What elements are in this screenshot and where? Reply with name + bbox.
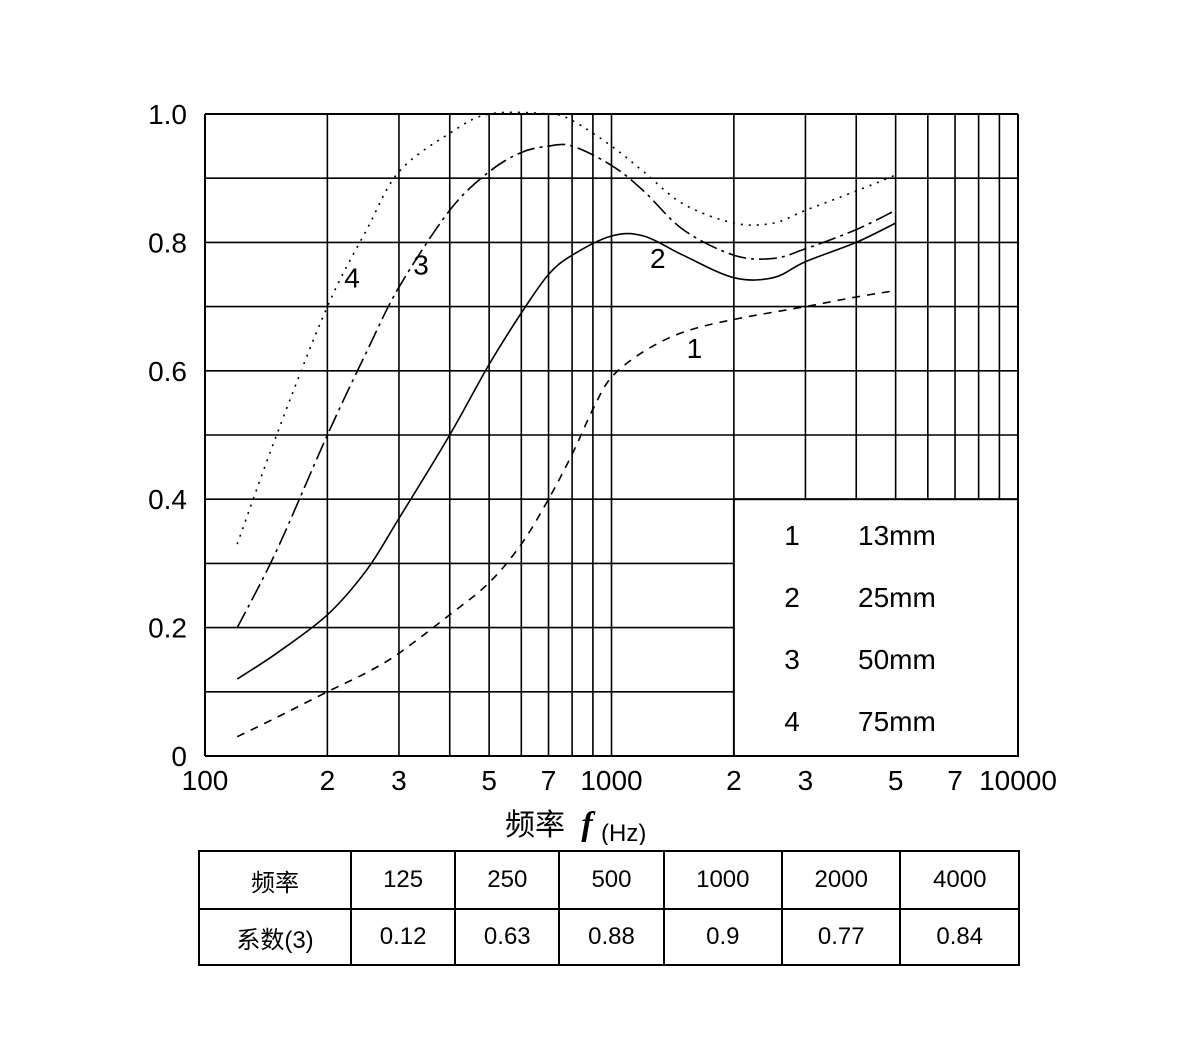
series-line-4 (236, 111, 896, 545)
table-cell-frequency: 1000 (662, 850, 784, 910)
y-tick-label: 0.6 (148, 356, 187, 387)
x-tick-label: 10000 (979, 765, 1057, 796)
curve-label-2: 2 (650, 243, 666, 274)
legend-label: 13mm (858, 520, 936, 551)
y-tick-label: 0.2 (148, 613, 187, 644)
table-cell-frequency: 2000 (781, 850, 902, 910)
y-tick-label: 0 (171, 741, 187, 772)
table-cell-frequency: 4000 (899, 850, 1020, 910)
table-coef-label: 系数(3) (198, 908, 352, 966)
x-tick-label: 7 (947, 765, 963, 796)
legend-label: 25mm (858, 582, 936, 613)
y-tick-label: 0.8 (148, 227, 187, 258)
series-line-1 (236, 289, 896, 738)
legend-label: 75mm (858, 706, 936, 737)
y-tick-label: 0.4 (148, 484, 187, 515)
table-cell-frequency: 500 (558, 850, 665, 910)
x-axis-label: 频率 f (Hz) (505, 806, 646, 845)
x-tick-label: 2 (726, 765, 742, 796)
series-line-3 (236, 143, 896, 628)
curve-label-3: 3 (413, 250, 429, 281)
table-cell-coefficient: 0.88 (558, 908, 665, 966)
table-cell-frequency: 125 (349, 850, 457, 910)
legend-key: 1 (784, 520, 800, 551)
x-tick-label: 7 (541, 765, 557, 796)
table-cell-frequency: 250 (454, 850, 561, 910)
table-cell-coefficient: 0.12 (349, 908, 457, 966)
table-cell-coefficient: 0.9 (662, 908, 784, 966)
table-cell-coefficient: 0.84 (899, 908, 1020, 966)
legend: 1 13mm 2 25mm 3 50mm 4 75mm (732, 498, 1020, 757)
curve-label-1: 1 (687, 333, 703, 364)
curve-label-4: 4 (344, 262, 360, 293)
x-tick-label: 5 (481, 765, 497, 796)
coefficient-table: 频率 125 250 500 1000 2000 4000 系数(3) 0.12… (198, 850, 1020, 966)
x-tick-label: 5 (888, 765, 904, 796)
y-axis-ticks: 0 0.2 0.4 0.6 0.8 1.0 (148, 99, 187, 772)
x-tick-label: 2 (320, 765, 336, 796)
table-row-coefficient: 系数(3) 0.12 0.63 0.88 0.9 0.77 0.84 (198, 908, 1020, 966)
x-axis-label-text: 频率 (505, 809, 565, 842)
series-line-2 (236, 222, 896, 680)
table-cell-coefficient: 0.63 (454, 908, 561, 966)
x-axis-label-unit: (Hz) (601, 820, 646, 845)
x-tick-label: 1000 (580, 765, 642, 796)
table-cell-coefficient: 0.77 (781, 908, 902, 966)
y-tick-label: 1.0 (148, 99, 187, 130)
curve-labels: 4 3 2 1 (344, 243, 702, 364)
legend-box (732, 498, 1020, 757)
table-header-label: 频率 (198, 850, 352, 910)
series-lines (236, 111, 896, 738)
legend-key: 2 (784, 582, 800, 613)
legend-label: 50mm (858, 644, 936, 675)
x-tick-label: 3 (798, 765, 814, 796)
x-tick-label: 100 (182, 765, 229, 796)
x-tick-label: 3 (391, 765, 407, 796)
legend-key: 3 (784, 644, 800, 675)
x-axis-ticks: 100 2 3 5 7 1000 2 3 5 7 10000 (182, 765, 1057, 796)
absorption-chart: 0 0.2 0.4 0.6 0.8 1.0 100 2 3 5 7 1000 2 3 5 7 10000 4 3… (148, 99, 1057, 845)
table-row-frequency: 频率 125 250 500 1000 2000 4000 (198, 850, 1020, 910)
legend-key: 4 (784, 706, 800, 737)
x-axis-label-symbol: f (581, 806, 596, 843)
